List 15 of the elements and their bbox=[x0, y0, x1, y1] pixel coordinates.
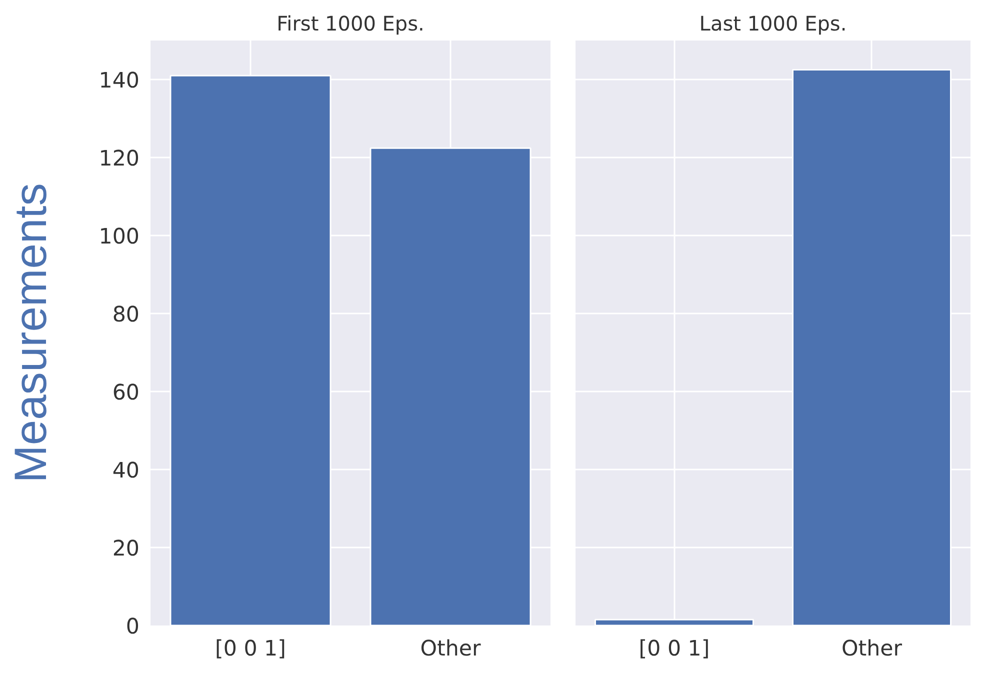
y-tick-label: 40 bbox=[112, 458, 140, 484]
x-tick-label: [0 0 1] bbox=[215, 636, 286, 662]
y-tick-label: 20 bbox=[112, 536, 140, 562]
y-tick-label: 80 bbox=[112, 302, 140, 328]
chart-title: First 1000 Eps. bbox=[276, 12, 424, 36]
y-tick-label: 0 bbox=[126, 614, 140, 640]
y-axis-title: Measurements bbox=[4, 183, 56, 483]
y-tick-label: 140 bbox=[98, 68, 140, 94]
x-tick-label: Other bbox=[420, 636, 482, 662]
x-tick-label: [0 0 1] bbox=[638, 636, 710, 662]
y-tick-label: 100 bbox=[98, 224, 140, 250]
y-tick-label: 120 bbox=[98, 146, 140, 172]
x-tick-label: Other bbox=[841, 636, 902, 662]
chart-title: Last 1000 Eps. bbox=[699, 12, 847, 36]
y-tick-label: 60 bbox=[112, 380, 140, 406]
